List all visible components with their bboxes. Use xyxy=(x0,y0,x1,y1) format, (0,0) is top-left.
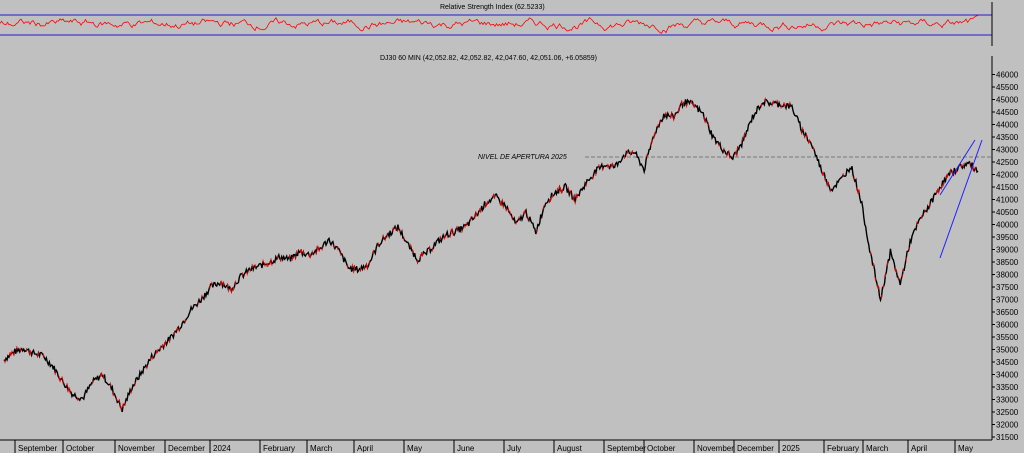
x-tick-label: August xyxy=(557,444,583,453)
price-title: DJ30 60 MIN (42,052.82, 42,052.82, 42,04… xyxy=(380,55,597,62)
y-tick-label: 34500 xyxy=(996,358,1019,367)
price-y-ticks: 31500 32000 32500 33000 33500 34000 34500 35000… xyxy=(992,71,1019,442)
rsi-panel: Relative Strength Index (62.5233) 50 xyxy=(0,2,1019,46)
y-tick-label: 33500 xyxy=(996,383,1019,392)
y-tick-label: 44000 xyxy=(996,121,1019,130)
y-tick-label: 45000 xyxy=(996,96,1019,105)
y-tick-label: 40000 xyxy=(996,221,1019,230)
y-tick-label: 41000 xyxy=(996,196,1019,205)
y-tick-label: 32500 xyxy=(996,408,1019,417)
x-tick-label: November xyxy=(118,444,155,453)
x-tick-label: October xyxy=(647,444,676,453)
y-tick-label: 42000 xyxy=(996,171,1019,180)
y-tick-label: 35500 xyxy=(996,333,1019,342)
rsi-line xyxy=(0,15,979,34)
x-tick-label: July xyxy=(507,444,521,453)
y-tick-label: 40500 xyxy=(996,208,1019,217)
x-tick-label: 2025 xyxy=(782,444,800,453)
x-tick-label: February xyxy=(827,444,859,453)
x-tick-label: April xyxy=(911,444,927,453)
y-tick-label: 43000 xyxy=(996,146,1019,155)
y-tick-label: 38500 xyxy=(996,258,1019,267)
x-tick-label: October xyxy=(66,444,95,453)
x-tick-label: September xyxy=(18,444,57,453)
x-tick-label: 2024 xyxy=(213,444,231,453)
x-tick-label: September xyxy=(607,444,646,453)
x-tick-label: March xyxy=(310,444,332,453)
price-panel: DJ30 60 MIN (42,052.82, 42,052.82, 42,04… xyxy=(3,55,1019,442)
y-tick-label: 42500 xyxy=(996,158,1019,167)
y-tick-label: 41500 xyxy=(996,183,1019,192)
y-tick-label: 32000 xyxy=(996,421,1019,430)
y-tick-label: 46000 xyxy=(996,71,1019,80)
y-tick-label: 43500 xyxy=(996,133,1019,142)
x-tick-label: March xyxy=(866,444,888,453)
y-tick-label: 37500 xyxy=(996,283,1019,292)
rsi-title: Relative Strength Index (62.5233) xyxy=(440,4,545,11)
y-tick-label: 39500 xyxy=(996,233,1019,242)
y-tick-label: 33000 xyxy=(996,396,1019,405)
y-tick-label: 44500 xyxy=(996,108,1019,117)
x-tick-label: June xyxy=(457,444,475,453)
y-tick-label: 38000 xyxy=(996,271,1019,280)
y-axis-area xyxy=(992,0,1024,453)
x-tick-label: December xyxy=(168,444,205,453)
opening-level-label: NIVEL DE APERTURA 2025 xyxy=(478,154,567,161)
x-axis: September October November December 2024 Febr… xyxy=(0,439,992,453)
x-tick-label: December xyxy=(737,444,774,453)
x-tick-label: April xyxy=(357,444,373,453)
y-tick-label: 39000 xyxy=(996,246,1019,255)
price-line xyxy=(3,98,979,413)
y-tick-label: 34000 xyxy=(996,371,1019,380)
y-tick-label: 36000 xyxy=(996,321,1019,330)
trend-channel-lower xyxy=(939,139,983,259)
y-tick-label: 37000 xyxy=(996,296,1019,305)
y-tick-label: 31500 xyxy=(996,433,1019,442)
x-tick-label: May xyxy=(407,444,422,453)
y-tick-label: 35000 xyxy=(996,346,1019,355)
trend-channel-upper xyxy=(939,139,976,196)
price-red-ticks xyxy=(4,97,976,411)
y-tick-label: 45500 xyxy=(996,83,1019,92)
x-tick-label: November xyxy=(697,444,734,453)
y-tick-label: 36500 xyxy=(996,308,1019,317)
x-tick-label: May xyxy=(958,444,973,453)
x-tick-label: February xyxy=(263,444,295,453)
